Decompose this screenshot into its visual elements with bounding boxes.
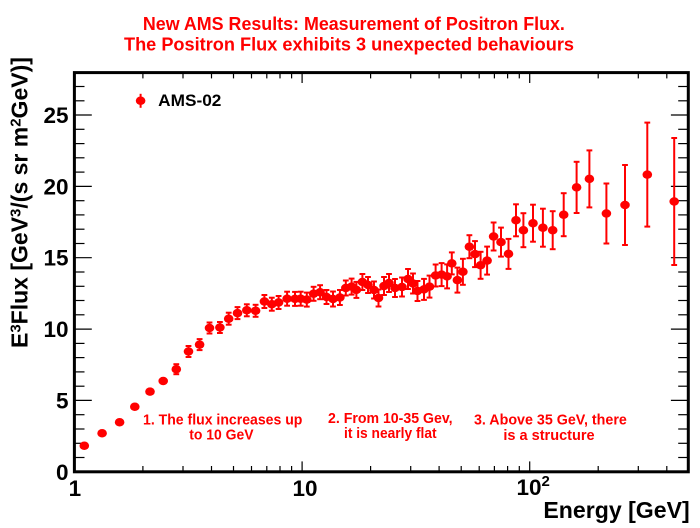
svg-text:10: 10: [43, 317, 68, 342]
svg-text:New AMS Results: Measurement o: New AMS Results: Measurement of Positron…: [143, 14, 565, 34]
svg-text:E3Flux [GeV3/(s sr m2GeV)]: E3Flux [GeV3/(s sr m2GeV)]: [7, 57, 33, 348]
svg-text:it is nearly flat: it is nearly flat: [344, 425, 437, 442]
svg-text:The Positron Flux exhibits 3 u: The Positron Flux exhibits 3 unexpected …: [124, 35, 574, 55]
svg-text:to 10 GeV: to 10 GeV: [189, 426, 253, 443]
svg-text:20: 20: [43, 174, 68, 199]
svg-text:1: 1: [69, 476, 82, 501]
svg-text:10: 10: [292, 476, 317, 501]
svg-text:is a structure: is a structure: [503, 427, 594, 444]
svg-text:2. From 10-35 Gev,: 2. From 10-35 Gev,: [328, 410, 453, 427]
svg-text:AMS-02: AMS-02: [158, 92, 221, 110]
svg-text:15: 15: [43, 246, 68, 271]
svg-text:5: 5: [56, 388, 69, 413]
svg-text:0: 0: [56, 460, 69, 485]
svg-text:Energy [GeV]: Energy [GeV]: [543, 497, 689, 523]
svg-text:25: 25: [43, 103, 68, 128]
svg-text:3. Above 35 GeV, there: 3. Above 35 GeV, there: [474, 412, 627, 429]
svg-text:1. The flux increases up: 1. The flux increases up: [143, 411, 302, 428]
